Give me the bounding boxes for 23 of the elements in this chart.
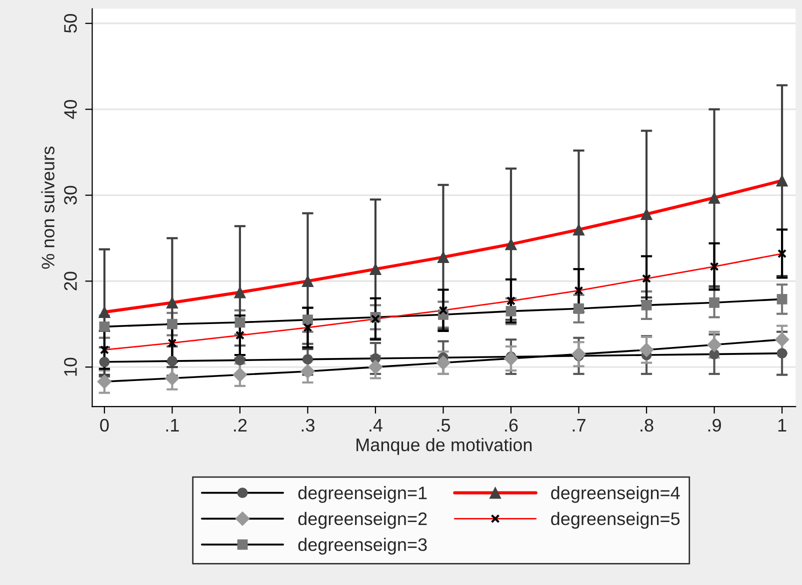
x-tick-label: .1 (166, 419, 179, 432)
x-tick-label: .6 (505, 418, 518, 432)
x-tick-label: .7 (572, 419, 586, 432)
y-tick-label: 10 (64, 358, 77, 376)
x-tick-label: .2 (234, 418, 247, 432)
x-tick-label: .9 (708, 418, 721, 432)
y-tick-label: 20 (64, 272, 77, 290)
x-tick-label: .8 (640, 418, 654, 432)
y-tick-label: 30 (64, 186, 77, 205)
legend-label: degreenseign=2 (298, 512, 427, 529)
legend-label: degreenseign=4 (551, 486, 680, 503)
legend-label: degreenseign=1 (298, 486, 427, 503)
y-tick-label: 40 (64, 100, 77, 119)
y-axis-title: % non suiveurs (41, 146, 54, 269)
legend-label: degreenseign=5 (551, 512, 680, 529)
x-tick-label: 0 (100, 418, 109, 432)
legend-label: degreenseign=3 (298, 538, 427, 555)
x-axis-title: Manque de motivation (356, 438, 532, 455)
x-tick-label: .3 (302, 418, 314, 432)
y-tick-label: 50 (64, 14, 77, 33)
x-tick-label: .5 (437, 419, 450, 432)
x-tick-label: .4 (370, 419, 382, 432)
x-tick-label: 1 (778, 419, 786, 432)
